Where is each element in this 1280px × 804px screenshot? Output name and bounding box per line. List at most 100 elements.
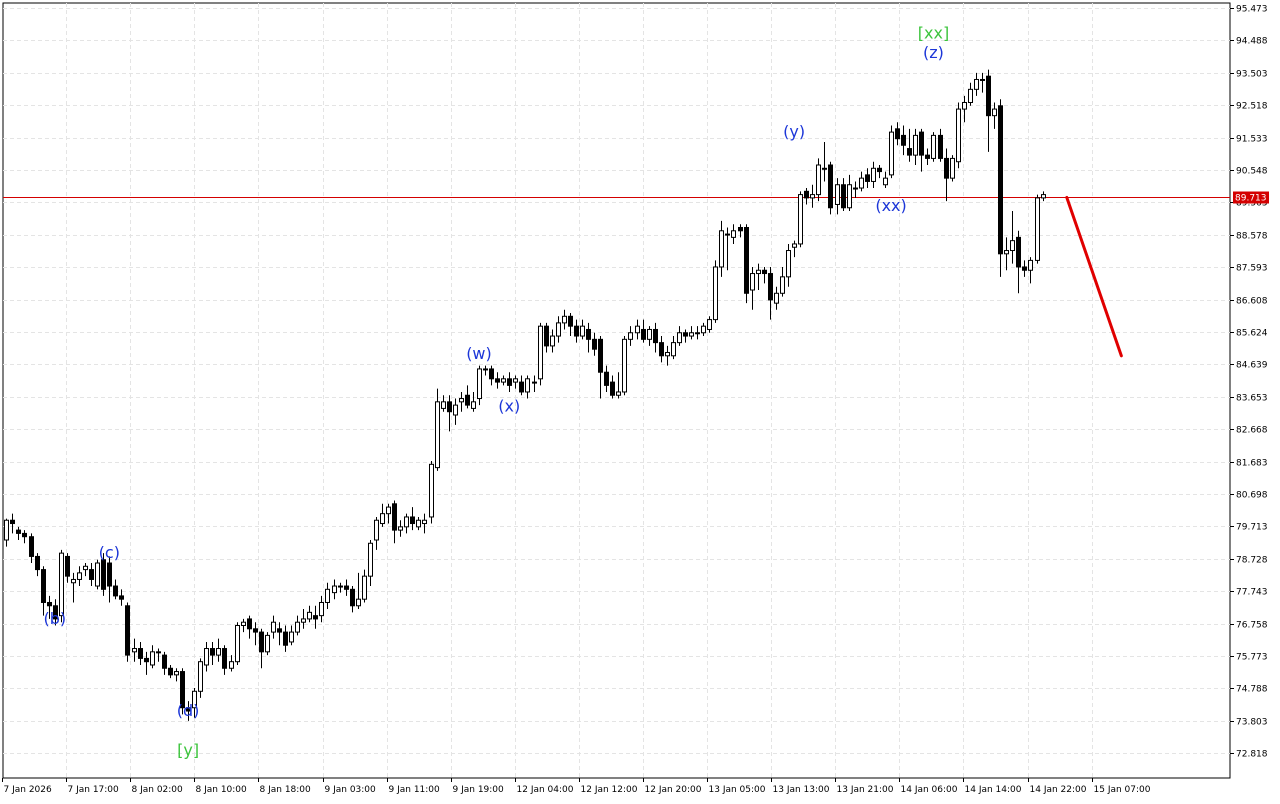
candle-body[interactable] [768, 273, 773, 301]
candle-body[interactable] [532, 381, 537, 384]
candle-body[interactable] [125, 605, 130, 656]
candle-body[interactable] [198, 661, 203, 692]
candle-body[interactable] [186, 707, 191, 712]
candle-body[interactable] [525, 378, 530, 393]
candle-body[interactable] [271, 621, 276, 633]
candle-body[interactable] [265, 634, 270, 653]
candle-body[interactable] [174, 671, 179, 676]
candle-body[interactable] [956, 108, 961, 163]
candle-body[interactable] [519, 381, 524, 393]
candle-body[interactable] [29, 536, 34, 557]
candle-body[interactable] [253, 628, 258, 633]
candle-body[interactable] [556, 322, 561, 337]
candle-body[interactable] [404, 516, 409, 528]
candle-body[interactable] [938, 134, 943, 159]
candle-body[interactable] [635, 325, 640, 334]
candle-body[interactable] [653, 328, 658, 344]
candle-body[interactable] [913, 134, 918, 156]
candle-body[interactable] [731, 230, 736, 238]
candle-body[interactable] [398, 526, 403, 531]
candle-body[interactable] [877, 167, 882, 173]
candle-body[interactable] [222, 648, 227, 669]
candle-body[interactable] [901, 134, 906, 146]
candle-body[interactable] [107, 562, 112, 587]
candle-body[interactable] [471, 401, 476, 409]
candle-body[interactable] [1016, 236, 1021, 268]
candle-body[interactable] [665, 351, 670, 357]
candle-body[interactable] [1041, 194, 1046, 199]
candle-body[interactable] [313, 615, 318, 620]
candle-body[interactable] [4, 519, 9, 541]
candle-body[interactable] [810, 194, 815, 199]
candle-body[interactable] [828, 164, 833, 209]
candle-body[interactable] [344, 585, 349, 590]
candle-body[interactable] [562, 315, 567, 324]
candle-body[interactable] [513, 378, 518, 383]
candle-body[interactable] [277, 628, 282, 633]
candle-body[interactable] [719, 230, 724, 268]
candle-body[interactable] [150, 651, 155, 666]
candle-body[interactable] [241, 621, 246, 627]
candle-body[interactable] [477, 368, 482, 400]
candle-body[interactable] [338, 585, 343, 588]
candle-body[interactable] [1022, 266, 1027, 271]
candle-body[interactable] [550, 335, 555, 347]
candle-body[interactable] [156, 651, 161, 654]
candle-body[interactable] [319, 601, 324, 617]
candle-body[interactable] [859, 177, 864, 189]
candle-body[interactable] [295, 621, 300, 633]
candle-body[interactable] [489, 368, 494, 380]
candle-body[interactable] [998, 105, 1003, 255]
candle-body[interactable] [538, 325, 543, 380]
candle-body[interactable] [659, 342, 664, 357]
candle-body[interactable] [435, 401, 440, 469]
candle-body[interactable] [65, 555, 70, 577]
candle-body[interactable] [1028, 259, 1033, 271]
candle-body[interactable] [95, 562, 100, 587]
candle-body[interactable] [677, 332, 682, 344]
candle-body[interactable] [350, 588, 355, 607]
candle-body[interactable] [41, 569, 46, 603]
candle-body[interactable] [974, 78, 979, 90]
candle-body[interactable] [544, 325, 549, 347]
candle-body[interactable] [386, 506, 391, 515]
candle-body[interactable] [410, 516, 415, 525]
candle-body[interactable] [895, 128, 900, 140]
candle-body[interactable] [774, 292, 779, 304]
candle-body[interactable] [925, 154, 930, 159]
candle-body[interactable] [944, 157, 949, 179]
candle-body[interactable] [580, 325, 585, 337]
candle-body[interactable] [780, 276, 785, 294]
candle-body[interactable] [168, 667, 173, 676]
candle-body[interactable] [289, 631, 294, 643]
candle-body[interactable] [507, 378, 512, 386]
candle-body[interactable] [16, 529, 21, 534]
candle-body[interactable] [762, 269, 767, 275]
candle-body[interactable] [798, 194, 803, 245]
candle-body[interactable] [641, 328, 646, 340]
candle-body[interactable] [247, 618, 252, 630]
candle-body[interactable] [138, 648, 143, 659]
candle-body[interactable] [447, 401, 452, 413]
candle-body[interactable] [610, 381, 615, 396]
candle-body[interactable] [77, 572, 82, 580]
candle-body[interactable] [622, 338, 627, 393]
candle-body[interactable] [707, 319, 712, 330]
candle-body[interactable] [325, 588, 330, 603]
candle-body[interactable] [89, 569, 94, 580]
candle-body[interactable] [235, 625, 240, 663]
candle-body[interactable] [804, 190, 809, 199]
candle-body[interactable] [59, 552, 64, 617]
candle-body[interactable] [368, 542, 373, 577]
candle-body[interactable] [132, 648, 137, 653]
candle-body[interactable] [919, 131, 924, 156]
candle-body[interactable] [144, 657, 149, 663]
candle-body[interactable] [835, 184, 840, 205]
candle-body[interactable] [453, 404, 458, 416]
candle-body[interactable] [259, 631, 264, 653]
candle-body[interactable] [883, 177, 888, 186]
candle-body[interactable] [841, 184, 846, 209]
candle-body[interactable] [429, 463, 434, 518]
candle-body[interactable] [10, 519, 15, 525]
